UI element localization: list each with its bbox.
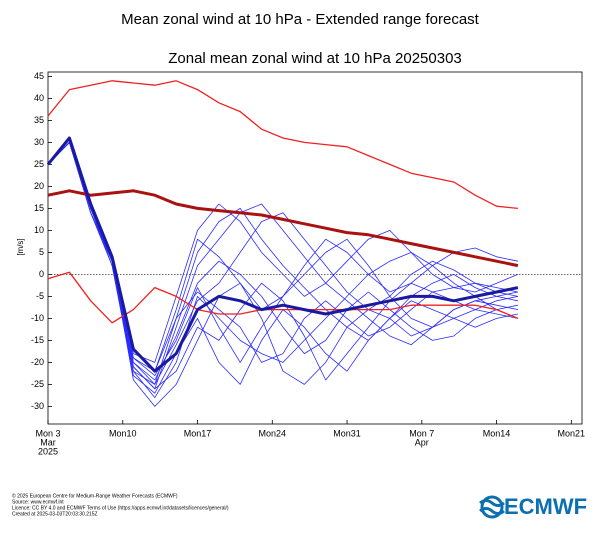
y-tick-label: -15 <box>31 335 44 345</box>
logo-icon <box>479 495 505 519</box>
series-line <box>47 189 519 268</box>
x-tick-label: Mon14 <box>483 428 511 438</box>
chart-title: Zonal mean zonal wind at 10 hPa 20250303 <box>168 50 462 67</box>
y-tick-label: 15 <box>34 203 44 213</box>
series-line <box>47 142 518 372</box>
y-tick-label: 25 <box>34 159 44 169</box>
y-tick-label: 45 <box>34 71 44 81</box>
y-tick-label: 5 <box>39 247 44 257</box>
series-line <box>47 142 518 381</box>
x-month-label: Apr <box>415 437 429 447</box>
x-tick-label: Mon31 <box>333 428 361 438</box>
y-tick-label: 10 <box>34 225 44 235</box>
x-year-label: 2025 <box>38 446 58 456</box>
credit: © 2025 European Centre for Medium-Range … <box>12 492 178 499</box>
x-tick-label: Mon21 <box>558 428 586 438</box>
credit: Licence: CC BY 4.0 and ECMWF Terms of Us… <box>12 505 229 511</box>
y-axis-label: [m/s] <box>16 238 25 255</box>
series-line <box>47 142 518 385</box>
x-month-label: Mar <box>40 437 56 447</box>
credit: Created at 2025-03-03T20:03:30.215Z <box>12 511 98 517</box>
x-tick-label: Mon 3 <box>35 428 60 438</box>
series-line <box>46 136 519 373</box>
y-tick-label: 0 <box>39 269 44 279</box>
series-line <box>47 80 518 210</box>
logo-text: ECMWF <box>504 494 587 519</box>
y-tick-label: -10 <box>31 313 44 323</box>
plot-frame <box>47 71 583 425</box>
x-tick-label: Mon17 <box>184 428 212 438</box>
y-tick-label: -30 <box>31 401 44 411</box>
y-tick-label: 40 <box>34 93 44 103</box>
credit: Source: www.ecmwf.int <box>12 499 64 505</box>
y-tick-label: 30 <box>34 137 44 147</box>
y-tick-label: 35 <box>34 115 44 125</box>
y-tick-label: -20 <box>31 357 44 367</box>
page-title: Mean zonal wind at 10 hPa - Extended ran… <box>121 11 480 28</box>
x-tick-label: Mon10 <box>109 428 137 438</box>
y-tick-label: 20 <box>34 181 44 191</box>
series-line <box>47 142 518 390</box>
series-line <box>47 142 518 385</box>
y-tick-label: -25 <box>31 379 44 389</box>
x-tick-label: Mon24 <box>259 428 287 438</box>
x-tick-label: Mon 7 <box>409 428 434 438</box>
series-line <box>47 142 518 372</box>
y-tick-label: -5 <box>36 291 44 301</box>
